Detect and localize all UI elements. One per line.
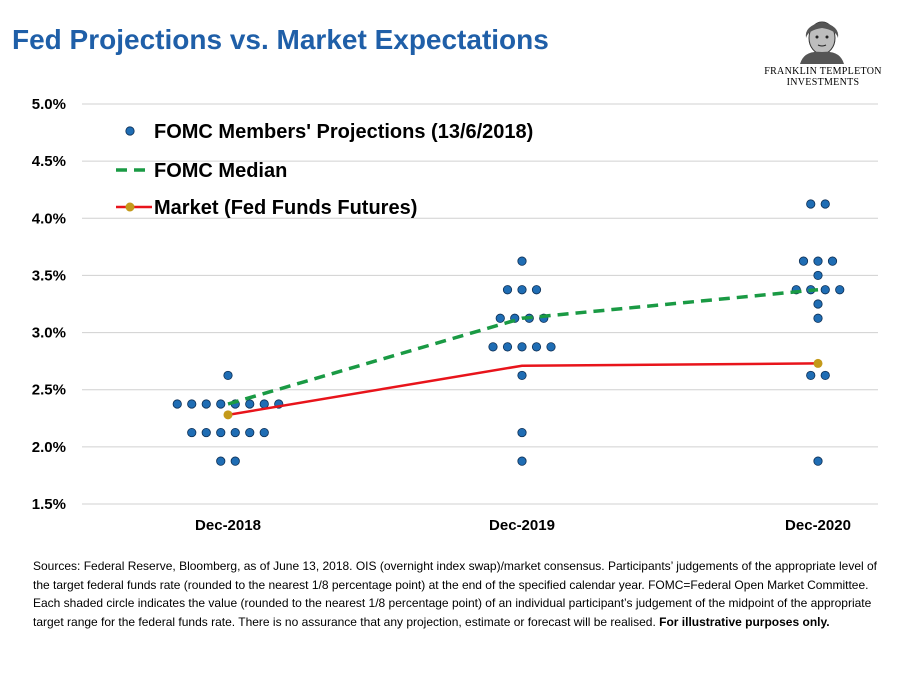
y-tick-label: 3.5% xyxy=(32,267,66,284)
projection-dot xyxy=(820,199,830,209)
legend: FOMC Members' Projections (13/6/2018) FOM… xyxy=(116,121,533,219)
projection-dot xyxy=(531,285,542,295)
projection-dot xyxy=(517,427,527,438)
market-line xyxy=(227,362,819,417)
projection-dot xyxy=(517,256,527,266)
y-tick-label: 3.0% xyxy=(32,325,66,342)
series-lines xyxy=(223,287,823,420)
logo-text: FRANKLIN TEMPLETON INVESTMENTS xyxy=(758,66,888,88)
projection-dot xyxy=(230,456,240,466)
x-axis-tick-labels: Dec-2018 Dec-2019 Dec-2020 xyxy=(195,517,851,534)
footnote-text: Sources: Federal Reserve, Bloomberg, as … xyxy=(33,559,878,629)
projection-dot xyxy=(172,399,182,409)
projection-dot xyxy=(517,342,527,352)
projection-dot xyxy=(223,370,233,381)
projection-dot xyxy=(245,399,255,409)
grid-lines xyxy=(82,103,878,505)
footnote-disclaimer: For illustrative purposes only. xyxy=(659,614,830,629)
legend-label: FOMC Members' Projections (13/6/2018) xyxy=(154,121,533,143)
projection-dot xyxy=(806,199,816,209)
projection-dot xyxy=(820,370,830,381)
logo-line2: INVESTMENTS xyxy=(786,77,860,88)
projection-dot xyxy=(201,427,211,438)
projection-dot xyxy=(798,256,809,266)
legend-dot-marker xyxy=(125,126,135,136)
footnote: Sources: Federal Reserve, Bloomberg, as … xyxy=(33,557,883,631)
y-axis-tick-labels: 5.0% 4.5% 4.0% 3.5% 3.0% 2.5% 2.0% 1.5% xyxy=(32,96,66,513)
projection-dot xyxy=(517,285,527,295)
legend-label: Market (Fed Funds Futures) xyxy=(154,197,417,219)
projection-dot xyxy=(835,285,845,295)
market-marker xyxy=(223,410,233,420)
projection-dot xyxy=(216,456,226,466)
x-tick-label: Dec-2018 xyxy=(195,517,261,534)
y-tick-label: 4.5% xyxy=(32,153,66,170)
projection-dot xyxy=(230,427,240,438)
projection-dot xyxy=(259,427,269,438)
projection-dot xyxy=(813,256,823,266)
chart-title: Fed Projections vs. Market Expectations xyxy=(12,24,549,55)
projection-dot xyxy=(546,342,556,352)
projection-dot xyxy=(806,370,816,381)
y-tick-label: 1.5% xyxy=(32,496,66,513)
y-tick-label: 5.0% xyxy=(32,96,66,113)
y-tick-label: 2.5% xyxy=(32,382,66,399)
projection-dot xyxy=(820,285,830,295)
fomc-median-line xyxy=(227,287,819,406)
projection-dot xyxy=(201,399,211,409)
y-tick-label: 4.0% xyxy=(32,210,66,227)
projection-dot xyxy=(502,285,513,295)
legend-label: FOMC Median xyxy=(154,160,287,182)
projection-dot xyxy=(813,456,823,466)
projection-dot xyxy=(813,299,823,309)
projection-dot xyxy=(495,313,505,323)
projection-dot xyxy=(813,270,823,281)
x-tick-label: Dec-2019 xyxy=(489,517,555,534)
projection-dot xyxy=(216,399,226,409)
fomc-projection-dots xyxy=(172,199,845,466)
projection-dot xyxy=(517,370,527,381)
franklin-templeton-logo: FRANKLIN TEMPLETON INVESTMENTS xyxy=(758,18,888,90)
market-marker xyxy=(813,358,823,368)
projection-dot xyxy=(259,399,269,409)
projection-dot xyxy=(502,342,513,352)
x-tick-label: Dec-2020 xyxy=(785,517,851,534)
y-tick-label: 2.0% xyxy=(32,439,66,456)
legend-market-dot xyxy=(125,202,135,212)
projection-dot xyxy=(813,313,823,323)
logo-line1: FRANKLIN TEMPLETON xyxy=(764,66,882,77)
projection-dot xyxy=(488,342,498,352)
portrait-icon xyxy=(796,18,848,64)
dot-plot-chart: 5.0% 4.5% 4.0% 3.5% 3.0% 2.5% 2.0% 1.5% Dec-201… xyxy=(32,96,878,534)
projection-dot xyxy=(187,427,197,438)
projection-dot xyxy=(517,456,527,466)
projection-dot xyxy=(187,399,197,409)
projection-dot xyxy=(216,427,226,438)
projection-dot xyxy=(245,427,255,438)
projection-dot xyxy=(531,342,542,352)
projection-dot xyxy=(827,256,838,266)
